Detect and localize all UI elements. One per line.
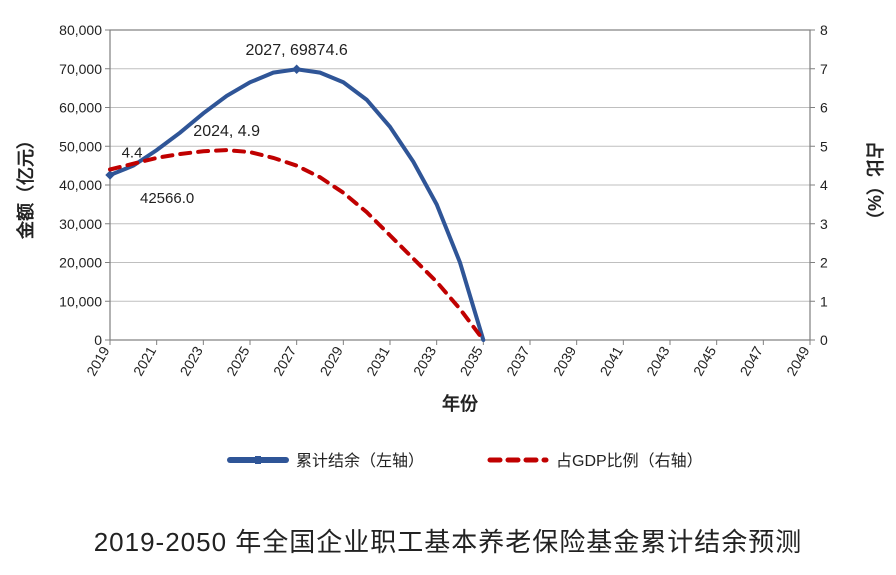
y-left-tick-label: 40,000 bbox=[59, 177, 102, 193]
y-right-tick-label: 3 bbox=[820, 216, 828, 232]
y-right-tick-label: 2 bbox=[820, 255, 828, 271]
annotation: 2024, 4.9 bbox=[193, 123, 260, 140]
legend-label: 占GDP比例（右轴） bbox=[556, 452, 703, 470]
y-right-tick-label: 6 bbox=[820, 100, 828, 116]
y-right-tick-label: 5 bbox=[820, 138, 828, 154]
y-left-axis-label: 金额（亿元） bbox=[15, 131, 36, 240]
y-left-tick-label: 80,000 bbox=[59, 22, 102, 38]
y-left-tick-label: 30,000 bbox=[59, 216, 102, 232]
pension-balance-chart: 0 10,000 20,000 30,000 40,000 50,000 60,000 70,… bbox=[0, 0, 896, 500]
y-left-tick-label: 20,000 bbox=[59, 255, 102, 271]
legend-marker bbox=[255, 456, 261, 464]
y-right-tick-label: 7 bbox=[820, 61, 828, 77]
x-axis-label: 年份 bbox=[442, 393, 479, 414]
y-right-tick-label: 1 bbox=[820, 293, 828, 309]
y-right-tick-label: 0 bbox=[820, 332, 828, 348]
annotation: 4.4 bbox=[122, 145, 143, 162]
y-left-tick-label: 60,000 bbox=[59, 100, 102, 116]
y-left-tick-label: 70,000 bbox=[59, 61, 102, 77]
chart-caption: 2019-2050 年全国企业职工基本养老保险基金累计结余预测 bbox=[0, 522, 896, 559]
annotation: 42566.0 bbox=[140, 190, 194, 207]
y-right-tick-label: 4 bbox=[820, 177, 828, 193]
legend-label: 累计结余（左轴） bbox=[296, 451, 424, 470]
chart-bg bbox=[0, 0, 896, 500]
y-left-tick-label: 10,000 bbox=[59, 293, 102, 309]
chart-container: 0 10,000 20,000 30,000 40,000 50,000 60,000 70,… bbox=[0, 0, 896, 575]
y-right-tick-label: 8 bbox=[820, 22, 828, 38]
y-left-tick-label: 50,000 bbox=[59, 138, 102, 154]
annotation: 2027, 69874.6 bbox=[246, 42, 348, 59]
y-right-axis-label: 占比（%） bbox=[864, 141, 885, 229]
